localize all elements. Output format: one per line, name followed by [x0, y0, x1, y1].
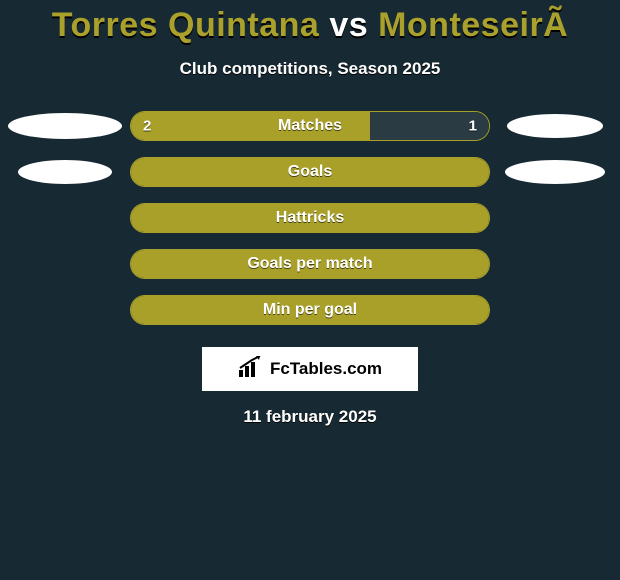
stat-row: Goals per match [0, 249, 620, 279]
stat-bar: Matches 2 1 [130, 111, 490, 141]
bar-label: Min per goal [263, 301, 357, 319]
logo-text: FcTables.com [270, 359, 382, 379]
stat-bar: Hattricks [130, 203, 490, 233]
stat-rows: Matches 2 1 Goals Hattricks Goals per match Mi… [0, 111, 620, 325]
stat-row: Goals [0, 157, 620, 187]
bar-label: Hattricks [276, 209, 344, 227]
stat-row: Min per goal [0, 295, 620, 325]
player2-name: MonteseirÃ [378, 6, 568, 44]
stat-bar: Goals per match [130, 249, 490, 279]
stat-bar: Min per goal [130, 295, 490, 325]
bar-value-right: 1 [469, 118, 477, 135]
stat-bar: Goals [130, 157, 490, 187]
left-ellipse [18, 160, 112, 184]
page-title: Torres Quintana vs MonteseirÃ [52, 6, 568, 45]
bar-label: Goals [288, 163, 332, 181]
left-ellipse [8, 113, 122, 139]
right-ellipse [507, 114, 603, 138]
logo-box: FcTables.com [202, 347, 418, 391]
date-text: 11 february 2025 [243, 407, 376, 427]
stat-row: Matches 2 1 [0, 111, 620, 141]
bar-label: Matches [278, 117, 342, 135]
subtitle: Club competitions, Season 2025 [180, 59, 441, 79]
vs-text: vs [329, 6, 368, 44]
right-ellipse [505, 160, 605, 184]
stat-row: Hattricks [0, 203, 620, 233]
player1-name: Torres Quintana [52, 6, 320, 44]
bar-value-left: 2 [143, 118, 151, 135]
bar-label: Goals per match [247, 255, 372, 273]
comparison-container: Torres Quintana vs MonteseirÃ Club compe… [0, 0, 620, 427]
chart-icon [238, 356, 264, 383]
